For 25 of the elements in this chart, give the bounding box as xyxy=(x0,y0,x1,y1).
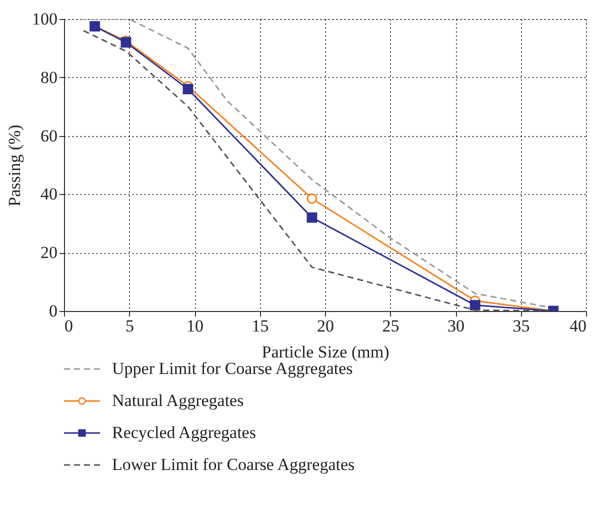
x-tick-label: 5 xyxy=(126,316,134,336)
y-tick-label: 80 xyxy=(40,68,58,87)
y-tick-label: 20 xyxy=(40,243,58,262)
y-axis-title: Passing (%) xyxy=(5,124,24,206)
point xyxy=(306,193,318,204)
x-axis-title: Particle Size (mm) xyxy=(262,342,390,362)
x-tick-label: 30 xyxy=(448,316,464,336)
x-tick-label: 15 xyxy=(252,316,269,336)
x-tick-label: 20 xyxy=(317,316,334,336)
legend-label: Natural Aggregates xyxy=(112,391,244,410)
x-tick-label: 10 xyxy=(186,316,204,336)
point xyxy=(182,84,194,94)
y-tick-label: 0 xyxy=(49,302,58,320)
x-tick-label: 40 xyxy=(570,316,586,336)
y-tick-label: 100 xyxy=(32,10,58,28)
legend-label: Upper Limit for Coarse Aggregates xyxy=(112,359,353,378)
x-tick-label: 25 xyxy=(382,316,400,336)
point xyxy=(470,300,480,310)
point xyxy=(306,212,318,223)
x-tick-label: 0 xyxy=(64,316,73,336)
x-tick-label: 35 xyxy=(512,316,530,336)
y-tick-label: 40 xyxy=(40,184,58,204)
legend-label: Lower Limit for Coarse Aggregates xyxy=(112,455,355,474)
y-tick-label: 60 xyxy=(40,126,58,146)
legend-label: Recycled Aggregates xyxy=(112,423,256,442)
